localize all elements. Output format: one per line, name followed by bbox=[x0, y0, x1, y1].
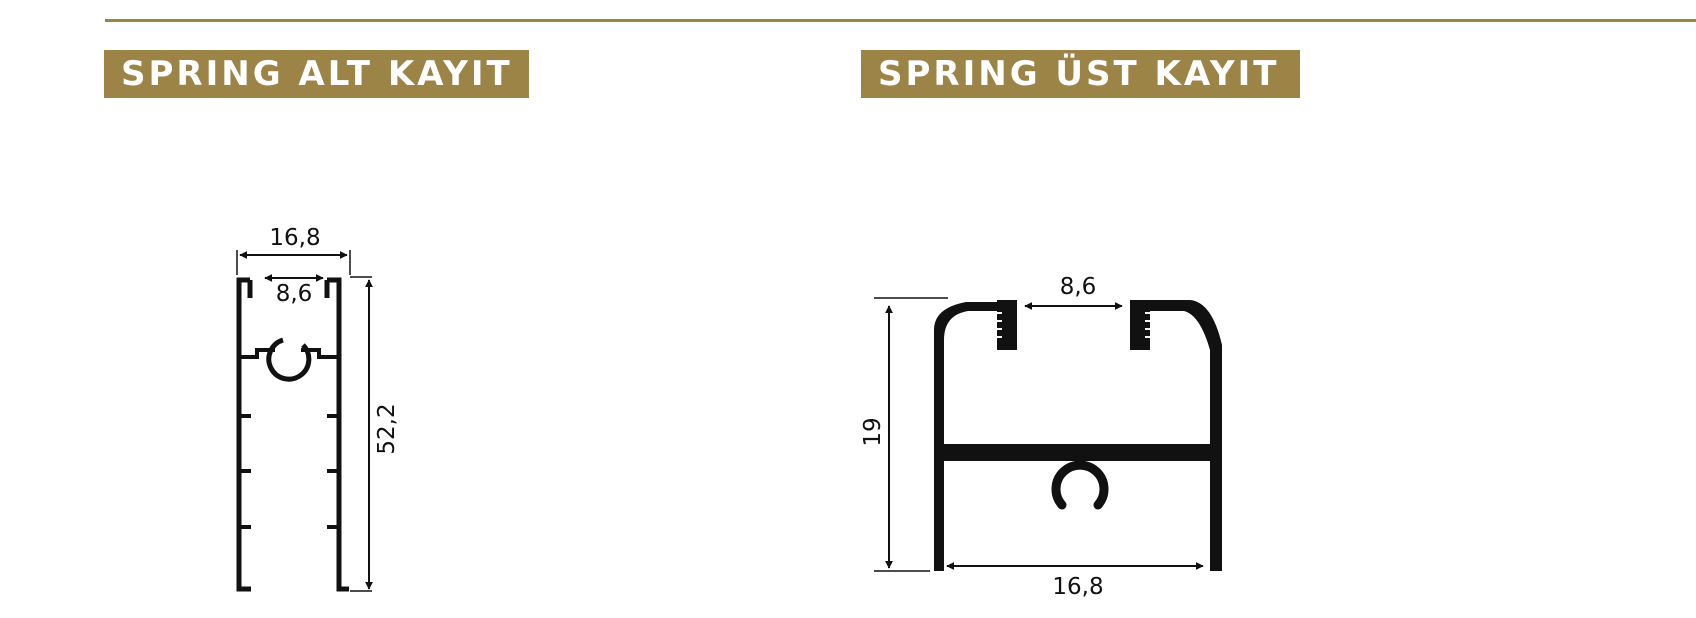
top-divider-line bbox=[105, 19, 1696, 22]
alt-kayit-opening-label: 8,6 bbox=[276, 281, 313, 307]
alt-kayit-extension-lines bbox=[236, 250, 372, 592]
alt-kayit-outline bbox=[236, 277, 349, 592]
ust-kayit-web bbox=[934, 444, 1222, 461]
ust-kayit-height-label: 19 bbox=[860, 417, 886, 446]
alt-kayit-clip bbox=[266, 337, 312, 382]
ust-kayit-clip bbox=[1051, 460, 1109, 510]
alt-kayit-profile: 16,8 8,6 52,2 bbox=[236, 225, 400, 592]
ust-kayit-width-label: 16,8 bbox=[1052, 574, 1103, 600]
ust-kayit-teeth-notches bbox=[997, 312, 1150, 338]
section-title-alt-kayit: SPRING ALT KAYIT bbox=[104, 50, 529, 98]
ust-kayit-teeth bbox=[997, 300, 1150, 350]
ust-kayit-left-leg bbox=[934, 302, 1017, 571]
ust-kayit-right-leg bbox=[1130, 300, 1222, 571]
ust-kayit-extension-lines bbox=[874, 297, 948, 572]
alt-kayit-channel bbox=[239, 348, 339, 359]
ust-kayit-profile: 8,6 19 16,8 bbox=[860, 274, 1222, 600]
section-title-ust-kayit: SPRING ÜST KAYIT bbox=[861, 50, 1300, 98]
alt-kayit-width-label: 16,8 bbox=[269, 225, 320, 251]
alt-kayit-side-ticks bbox=[239, 414, 339, 529]
ust-kayit-opening-label: 8,6 bbox=[1060, 274, 1097, 300]
alt-kayit-height-label: 52,2 bbox=[374, 403, 400, 454]
